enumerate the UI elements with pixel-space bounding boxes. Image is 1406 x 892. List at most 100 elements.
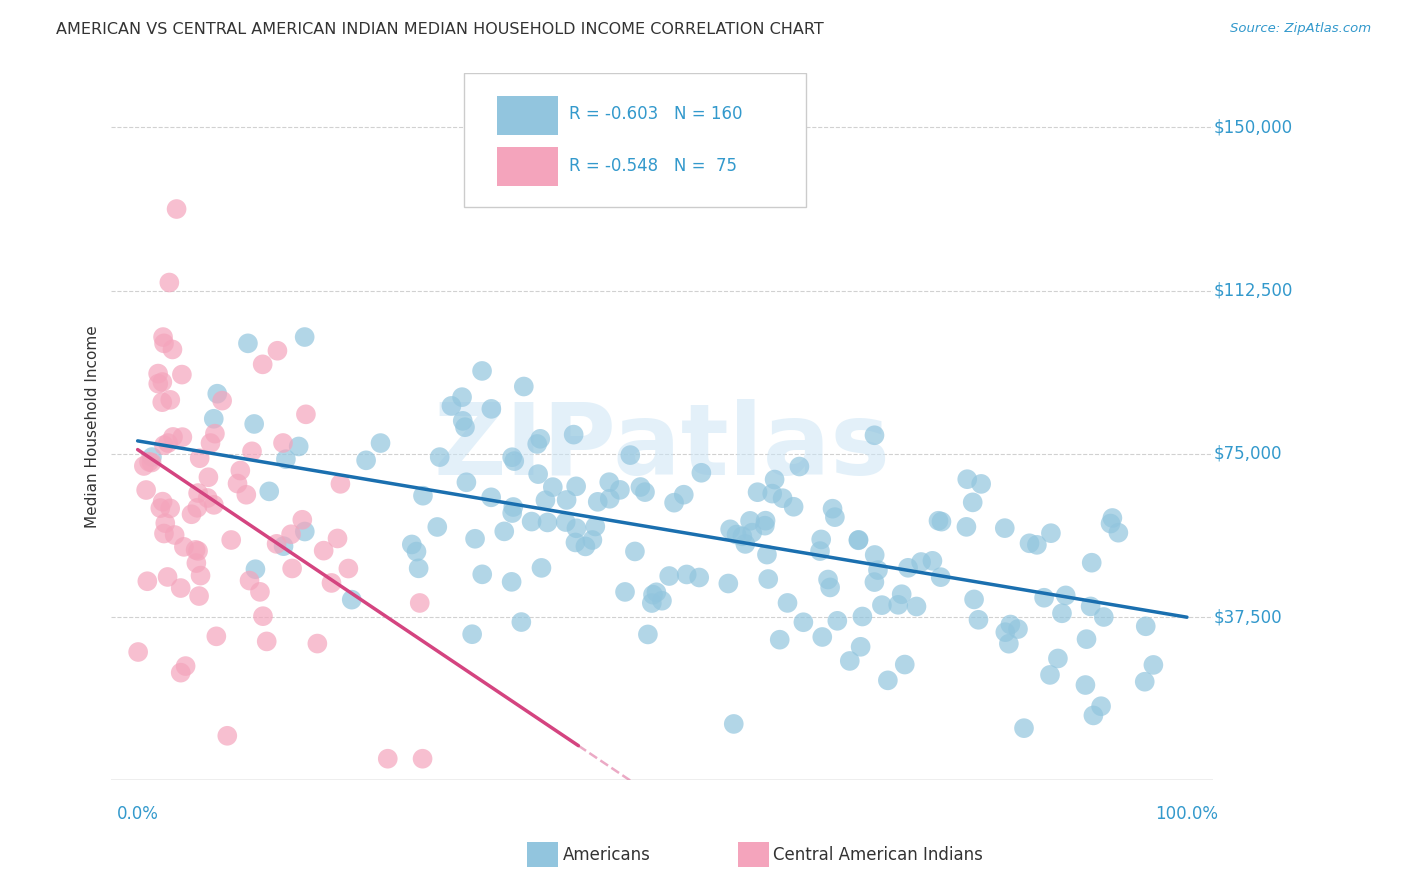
Point	[294, 524, 316, 539]
Point	[513, 379, 536, 393]
Point	[132, 458, 155, 473]
Point	[817, 573, 839, 587]
Point	[307, 636, 329, 650]
Point	[186, 556, 208, 570]
Point	[927, 514, 949, 528]
Point	[377, 752, 399, 766]
Point	[451, 414, 474, 428]
Point	[1025, 538, 1047, 552]
Point	[312, 543, 335, 558]
Point	[734, 537, 756, 551]
Point	[149, 501, 172, 516]
Point	[818, 581, 841, 595]
Point	[637, 627, 659, 641]
Point	[235, 488, 257, 502]
Point	[159, 392, 181, 407]
Point	[723, 717, 745, 731]
Text: Americans: Americans	[562, 846, 650, 863]
Point	[274, 452, 297, 467]
Point	[150, 375, 173, 389]
Point	[725, 527, 748, 541]
Point	[747, 485, 769, 500]
Point	[824, 510, 846, 524]
Point	[962, 495, 984, 509]
Point	[454, 420, 477, 434]
Point	[174, 659, 197, 673]
Point	[273, 539, 295, 553]
Point	[688, 570, 710, 584]
Point	[187, 486, 209, 500]
Point	[1090, 699, 1112, 714]
Point	[266, 537, 288, 551]
Point	[897, 561, 920, 575]
Point	[1076, 632, 1098, 647]
Point	[789, 459, 811, 474]
Point	[599, 491, 621, 506]
Point	[1050, 607, 1073, 621]
Point	[1000, 617, 1022, 632]
Point	[287, 440, 309, 454]
Point	[731, 529, 754, 543]
Point	[146, 367, 169, 381]
Point	[1080, 599, 1102, 614]
Point	[153, 336, 176, 351]
Point	[848, 533, 870, 547]
Point	[340, 592, 363, 607]
FancyBboxPatch shape	[498, 95, 558, 135]
Point	[970, 476, 993, 491]
Text: $112,500: $112,500	[1213, 282, 1292, 300]
Text: Central American Indians: Central American Indians	[773, 846, 983, 863]
Text: 100.0%: 100.0%	[1156, 805, 1219, 823]
Point	[207, 386, 229, 401]
Point	[1083, 708, 1105, 723]
Point	[761, 486, 783, 500]
Point	[554, 515, 576, 529]
Point	[756, 572, 779, 586]
Point	[838, 654, 860, 668]
Point	[471, 364, 494, 378]
Point	[202, 498, 225, 512]
FancyBboxPatch shape	[464, 73, 806, 208]
Point	[672, 488, 695, 502]
Point	[929, 570, 952, 584]
Point	[1092, 610, 1115, 624]
Point	[581, 533, 603, 547]
Point	[202, 411, 225, 425]
Point	[863, 428, 886, 442]
Point	[138, 455, 160, 469]
Point	[156, 570, 179, 584]
Point	[541, 480, 564, 494]
Point	[155, 516, 177, 530]
Point	[851, 609, 873, 624]
Point	[863, 575, 886, 590]
Point	[910, 555, 932, 569]
Point	[337, 561, 360, 575]
Point	[890, 587, 912, 601]
Text: Source: ZipAtlas.com: Source: ZipAtlas.com	[1230, 22, 1371, 36]
Point	[186, 500, 208, 515]
Point	[956, 472, 979, 486]
Point	[555, 492, 578, 507]
Point	[894, 657, 917, 672]
Point	[240, 444, 263, 458]
Point	[1012, 721, 1035, 735]
Point	[598, 475, 620, 490]
Point	[1080, 556, 1102, 570]
Point	[281, 561, 304, 575]
Point	[204, 426, 226, 441]
Point	[150, 395, 173, 409]
Point	[1007, 622, 1029, 636]
Point	[188, 589, 211, 603]
Point	[662, 496, 685, 510]
Point	[152, 330, 174, 344]
Point	[651, 593, 673, 607]
Point	[503, 454, 526, 468]
Point	[963, 592, 986, 607]
Point	[294, 330, 316, 344]
Point	[412, 752, 434, 766]
Point	[530, 561, 553, 575]
Text: AMERICAN VS CENTRAL AMERICAN INDIAN MEDIAN HOUSEHOLD INCOME CORRELATION CHART: AMERICAN VS CENTRAL AMERICAN INDIAN MEDI…	[56, 22, 824, 37]
Point	[502, 500, 524, 514]
Point	[243, 417, 266, 431]
Point	[562, 427, 585, 442]
